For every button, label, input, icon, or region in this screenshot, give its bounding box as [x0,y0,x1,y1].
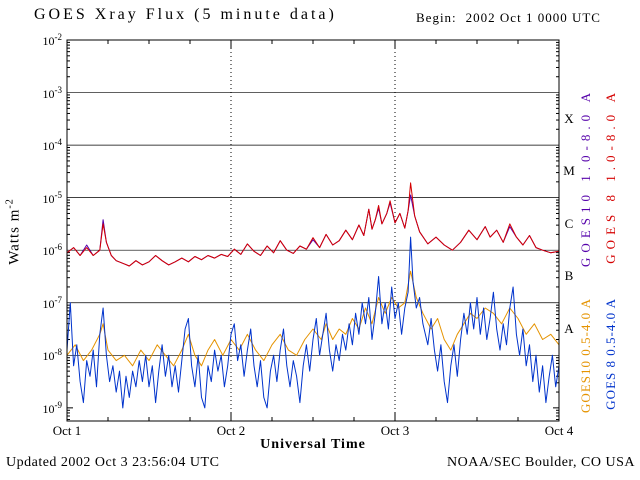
series-line-goes10-short [67,270,559,367]
y-tick-label: 10-3 [42,84,63,101]
flare-class-label-m: M [563,163,575,179]
flare-class-label-a: A [564,321,574,337]
series-line-goes8-short [67,236,559,409]
flare-class-label-b: B [564,268,574,284]
flare-class-label-x: X [564,110,574,126]
credit-text: NOAA/SEC Boulder, CO USA [446,455,635,470]
series-line-goes10-long [67,194,559,267]
begin-value: 2002 Oct 1 0000 UTC [465,10,601,25]
x-tick-label: Oct 1 [52,423,82,438]
y-axis-title: Watts m-2 [5,166,24,298]
x-tick-label: Oct 3 [380,423,410,438]
flare-class-label-c: C [564,215,574,231]
y-tick-label: 10-6 [42,242,63,259]
begin-label: Begin: [416,10,457,25]
legend-label-goes10-1-0-8-0-a: GOES10 1.0-8.0 A [578,88,593,267]
legend-label-goes-8-0-5-4-0-a: GOES 8 0.5-4.0 A [603,298,618,410]
y-tick-label: 10-4 [42,137,63,154]
x-axis-title: Universal Time [260,437,366,452]
updated-timestamp: Updated 2002 Oct 3 23:56:04 UTC [6,455,220,470]
x-tick-label: Oct 2 [216,423,246,438]
chart-title: GOES Xray Flux (5 minute data) [34,6,337,23]
y-tick-label: 10-9 [42,399,63,416]
y-tick-label: 10-2 [42,32,63,48]
legend-label-goes10-0-5-4-0-a: GOES10 0.5-4.0 A [578,298,593,413]
y-tick-label: 10-5 [42,189,63,206]
legend-label-goes-8-1-0-8-0-a: GOES 8 1.0-8.0 A [603,88,618,264]
y-tick-label: 10-7 [42,294,63,311]
y-axis-title-exponent: -2 [4,198,16,209]
begin-time: Begin: 2002 Oct 1 0000 UTC [416,10,601,26]
x-tick-label: Oct 4 [544,423,574,438]
series-line-goes8-long [67,182,559,267]
y-tick-label: 10-8 [42,347,63,364]
plot-border [66,39,560,422]
